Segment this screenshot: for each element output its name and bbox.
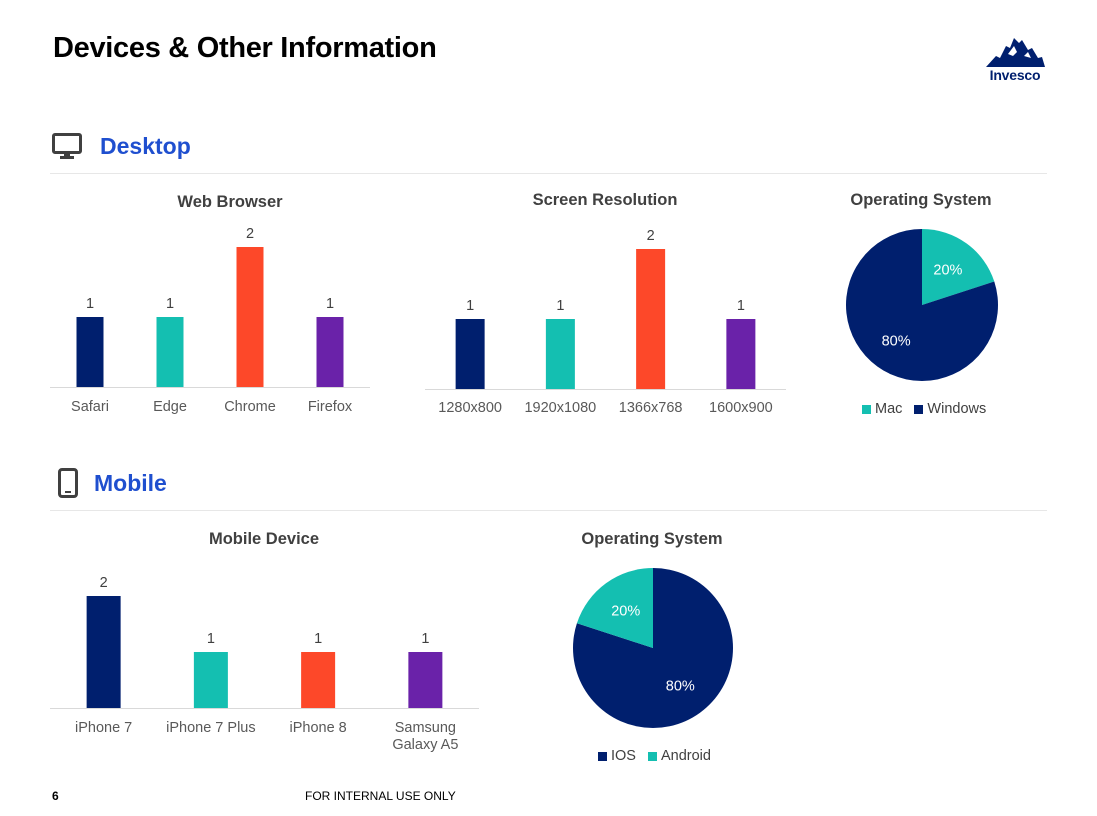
legend-item-mac: Mac xyxy=(862,401,902,417)
screen-resolution-bar-chart: 1 1280x800 1 1920x1080 2 1366x768 1 1600x900 xyxy=(425,228,786,416)
pie-label-windows: 80% xyxy=(882,334,911,350)
data-label-1920x1080: 1 xyxy=(556,298,564,314)
legend-swatch-windows xyxy=(914,404,924,414)
page-number: 6 xyxy=(52,789,59,803)
legend-swatch-ios xyxy=(598,751,607,761)
legend-label-windows: Windows xyxy=(927,401,987,417)
legend-label-ios: IOS xyxy=(611,748,636,764)
desktop-section-label: Desktop xyxy=(100,132,191,159)
data-label-firefox: 1 xyxy=(326,296,334,312)
bar-iphone-7-plus xyxy=(193,652,228,708)
mountain-logo-icon xyxy=(986,38,1045,67)
legend-label-mac: Mac xyxy=(875,401,903,417)
bar-samsung-galaxy-a5 xyxy=(408,652,443,708)
web-browser-chart-title: Web Browser xyxy=(177,193,283,211)
data-label-iphone-8: 1 xyxy=(314,631,322,647)
legend-item-android: Android xyxy=(647,748,711,764)
pie-label-ios: 80% xyxy=(666,679,695,695)
mobile-device-chart-title: Mobile Device xyxy=(208,530,320,548)
data-label-1280x800: 1 xyxy=(466,298,474,314)
tick-label-firefox: Firefox xyxy=(308,399,353,415)
bar-edge xyxy=(156,317,184,387)
tick-label-safari: Safari xyxy=(71,399,109,415)
data-label-safari: 1 xyxy=(86,296,94,312)
desktop-os-legend: Mac Windows xyxy=(862,401,986,417)
legend-item-windows: Windows xyxy=(914,401,986,417)
tick-label-1280x800: 1280x800 xyxy=(438,400,502,416)
mobile-device-bar-chart: 2 iPhone 7 1 iPhone 7 Plus 1 iPhone 8 1 Samsung… xyxy=(50,575,479,753)
bar-iphone-7 xyxy=(86,596,121,708)
data-label-iphone-7: 2 xyxy=(100,575,108,591)
mobile-os-chart-title: Operating System xyxy=(581,530,723,548)
desktop-section-header: Desktop xyxy=(52,131,191,161)
pie-label-android: 20% xyxy=(611,603,640,619)
desktop-divider xyxy=(50,173,1047,174)
pie-slice-android xyxy=(576,568,653,648)
data-label-edge: 1 xyxy=(166,296,174,312)
legend-item-ios: IOS xyxy=(598,748,636,764)
bar-safari xyxy=(76,317,104,387)
mobile-os-pie-chart: 80% 20% xyxy=(573,568,733,728)
footer-note: FOR INTERNAL USE ONLY xyxy=(305,789,456,803)
legend-label-android: Android xyxy=(660,748,711,764)
legend-swatch-android xyxy=(647,751,657,761)
page-title: Devices & Other Information xyxy=(53,32,437,64)
bar-iphone-8 xyxy=(301,652,336,708)
tick-label-1366x768: 1366x768 xyxy=(619,400,683,416)
invesco-logo: Invesco xyxy=(984,34,1046,86)
bar-chrome xyxy=(236,247,264,387)
tick-label-1600x900: 1600x900 xyxy=(709,400,773,416)
legend-swatch-mac xyxy=(862,404,871,414)
screen-resolution-chart-title: Screen Resolution xyxy=(532,191,678,209)
desktop-os-chart-title: Operating System xyxy=(850,191,992,209)
tick-label-iphone-7-plus: iPhone 7 Plus xyxy=(166,720,255,736)
bar-1280x800 xyxy=(455,319,485,389)
desktop-os-pie-chart: 20% 80% xyxy=(846,229,998,381)
logo-wordmark: Invesco xyxy=(989,67,1041,83)
pie-label-mac: 20% xyxy=(933,262,962,278)
data-label-1600x900: 1 xyxy=(737,298,745,314)
data-label-chrome: 2 xyxy=(246,226,254,242)
pie-slice-mac xyxy=(922,229,995,305)
desktop-monitor-icon xyxy=(52,133,82,159)
pie-slice-windows xyxy=(846,229,998,381)
tick-label-chrome: Chrome xyxy=(224,399,276,415)
bar-1920x1080 xyxy=(545,319,575,389)
bar-firefox xyxy=(316,317,344,387)
mobile-divider xyxy=(50,510,1047,511)
bar-1600x900 xyxy=(726,319,756,389)
tick-label-samsung-galaxy-a5: Samsung Galaxy A5 xyxy=(392,720,458,753)
tick-label-iphone-8: iPhone 8 xyxy=(290,720,347,736)
tick-label-edge: Edge xyxy=(153,399,187,415)
data-label-samsung-galaxy-a5: 1 xyxy=(421,631,429,647)
data-label-1366x768: 2 xyxy=(647,228,655,244)
mobile-section-header: Mobile xyxy=(58,468,167,498)
data-label-iphone-7-plus: 1 xyxy=(207,631,215,647)
mobile-os-legend: IOS Android xyxy=(598,748,711,764)
mobile-phone-icon xyxy=(58,468,78,498)
web-browser-bar-chart: 1 Safari 1 Edge 2 Chrome 1 Firefox xyxy=(50,226,370,415)
tick-label-1920x1080: 1920x1080 xyxy=(524,400,596,416)
tick-label-iphone-7: iPhone 7 xyxy=(75,720,132,736)
bar-1366x768 xyxy=(636,249,666,389)
mobile-section-label: Mobile xyxy=(94,469,167,496)
